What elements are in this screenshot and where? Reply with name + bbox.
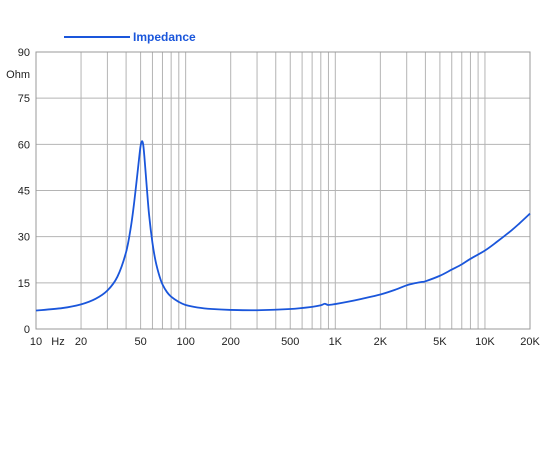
x-tick-label: 10K <box>475 336 495 348</box>
legend: Impedance <box>64 30 196 44</box>
x-tick-label: 500 <box>281 336 299 348</box>
legend-label-impedance: Impedance <box>133 30 196 44</box>
x-tick-label: 50 <box>134 336 146 348</box>
series-line-impedance <box>35 140 531 312</box>
y-tick-label: 60 <box>18 139 30 151</box>
x-tick-label: 1K <box>329 336 343 348</box>
y-tick-labels: 0 15 30 45 60 75 90 <box>18 47 30 336</box>
x-axis-label: Hz <box>51 336 64 348</box>
x-tick-label: 10 <box>30 336 42 348</box>
x-tick-label: 100 <box>176 336 194 348</box>
x-tick-label: 2K <box>374 336 388 348</box>
y-tick-label: 45 <box>18 186 30 198</box>
y-tick-label: 30 <box>18 232 30 244</box>
y-tick-label: 15 <box>18 278 30 290</box>
series-group <box>35 140 531 312</box>
y-tick-label: 0 <box>24 324 30 336</box>
y-tick-label: 75 <box>18 93 30 105</box>
x-tick-label: 200 <box>222 336 240 348</box>
x-tick-label: 20K <box>520 336 540 348</box>
y-axis-label: Ohm <box>6 69 30 81</box>
x-tick-label: 5K <box>433 336 447 348</box>
grid-lines <box>35 51 531 330</box>
y-tick-label: 90 <box>18 47 30 59</box>
plot-frame <box>35 51 531 330</box>
x-tick-label: 20 <box>75 336 87 348</box>
x-tick-labels: 10 20 50 100 200 500 1K 2K 5K 10K 20K <box>30 336 541 348</box>
